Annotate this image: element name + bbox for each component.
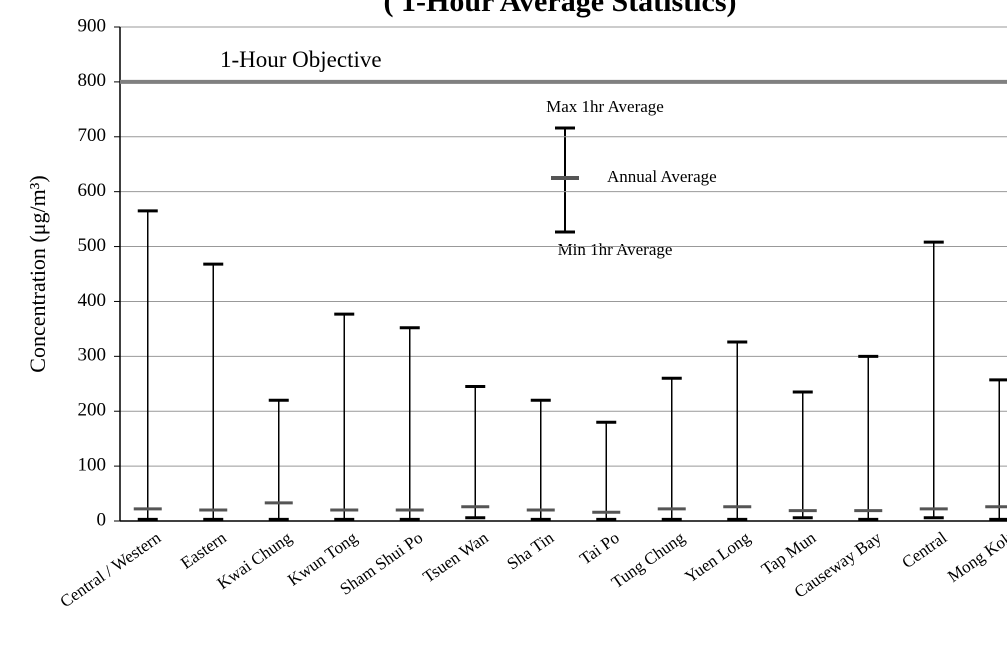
- y-tick-label: 500: [78, 235, 107, 256]
- x-tick-label: Tung Chung: [608, 528, 689, 593]
- y-tick-label: 600: [78, 180, 107, 201]
- y-tick-label: 700: [78, 125, 107, 146]
- y-tick-label: 900: [78, 15, 107, 36]
- x-tick-label: Tap Mun: [758, 528, 820, 579]
- x-tick-label: Eastern: [177, 528, 230, 573]
- x-tick-label: Kwai Chung: [214, 528, 296, 593]
- x-tick-label: Yuen Long: [681, 528, 754, 587]
- y-tick-label: 100: [78, 454, 107, 475]
- x-tick-label: Tai Po: [576, 528, 623, 569]
- legend-label: Annual Average: [607, 167, 717, 186]
- x-tick-label: Central: [898, 528, 950, 572]
- x-tick-label: Tsuen Wan: [419, 528, 492, 587]
- legend-label: Min 1hr Average: [558, 240, 673, 259]
- y-tick-label: 200: [78, 400, 107, 421]
- y-tick-label: 0: [97, 509, 107, 530]
- y-tick-label: 400: [78, 290, 107, 311]
- y-tick-label: 800: [78, 70, 107, 91]
- x-tick-label: Central / Western: [57, 528, 165, 612]
- objective-label: 1-Hour Objective: [220, 47, 382, 72]
- y-tick-label: 300: [78, 345, 107, 366]
- x-tick-label: Mong Kok: [944, 528, 1007, 586]
- x-tick-label: Sha Tin: [503, 528, 557, 574]
- legend: Max 1hr Average Annual Average Min 1hr A…: [546, 97, 717, 259]
- chart-title: ( 1-Hour Average Statistics): [384, 0, 737, 18]
- y-axis-label: Concentration (μg/m³): [25, 175, 50, 372]
- legend-label: Max 1hr Average: [546, 97, 664, 116]
